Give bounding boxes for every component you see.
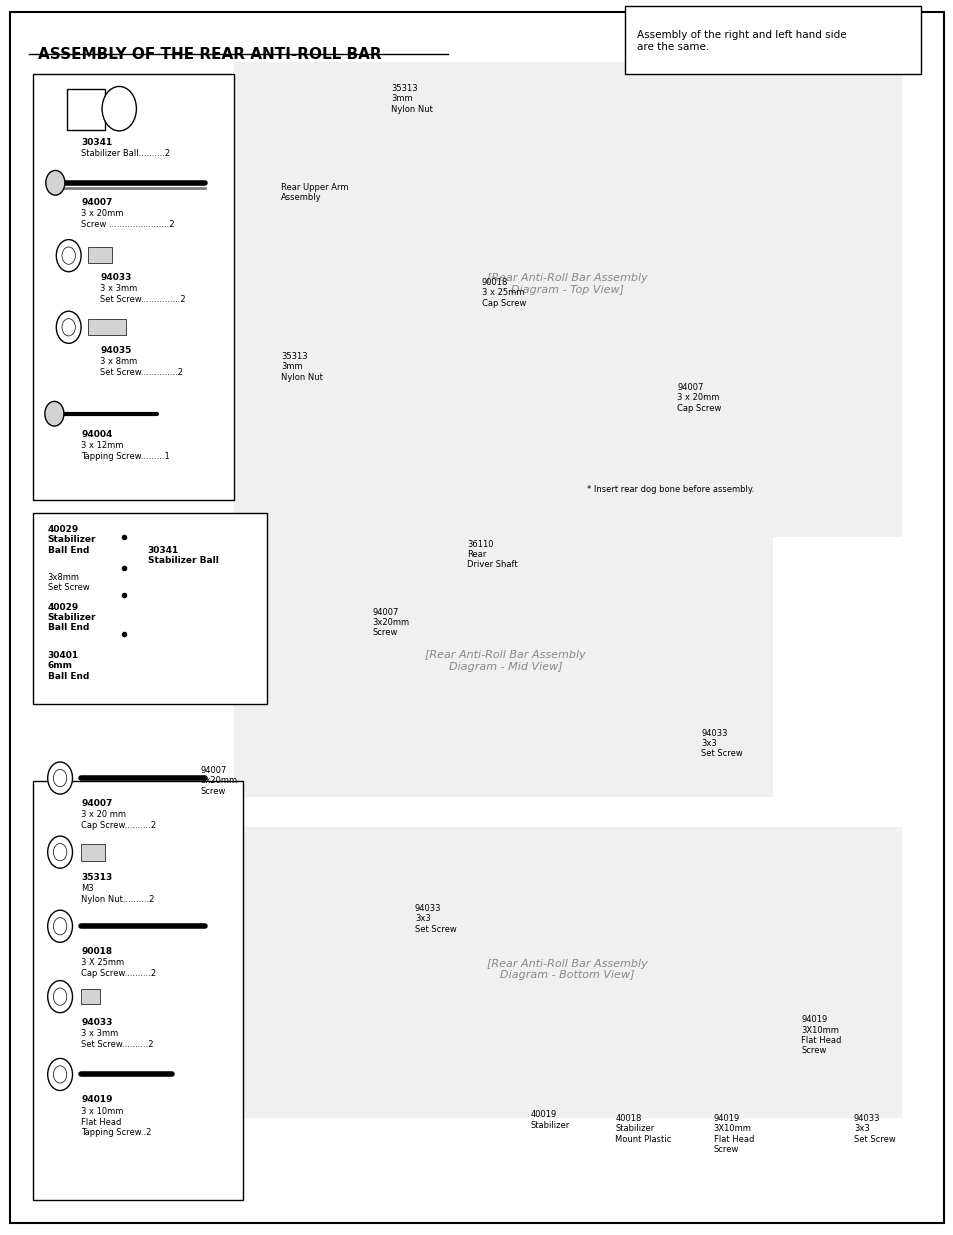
Text: Stabilizer Ball..........2: Stabilizer Ball..........2 — [81, 149, 170, 158]
Text: 3 x 20mm: 3 x 20mm — [81, 209, 123, 217]
Text: 90018: 90018 — [81, 947, 112, 956]
Text: 3 x 12mm: 3 x 12mm — [81, 441, 123, 450]
Text: Tapping Screw.........1: Tapping Screw.........1 — [81, 452, 170, 461]
Text: * Insert rear dog bone before assembly.: * Insert rear dog bone before assembly. — [586, 485, 753, 494]
Text: 94007
3x20mm
Screw: 94007 3x20mm Screw — [200, 766, 237, 795]
Text: Assembly of the right and left hand side
are the same.: Assembly of the right and left hand side… — [637, 30, 846, 52]
Text: 30341: 30341 — [81, 138, 112, 147]
Bar — [88, 247, 112, 263]
Circle shape — [53, 769, 67, 787]
Circle shape — [56, 240, 81, 272]
Bar — [88, 319, 126, 335]
Text: 3 x 10mm: 3 x 10mm — [81, 1107, 123, 1115]
Text: 35313: 35313 — [81, 873, 112, 882]
Bar — [33, 74, 233, 500]
Text: 94007
3x20mm
Screw: 94007 3x20mm Screw — [372, 608, 409, 637]
Text: 30401
6mm
Ball End: 30401 6mm Ball End — [48, 651, 89, 680]
Text: Nylon Nut..........2: Nylon Nut..........2 — [81, 895, 154, 904]
Circle shape — [48, 762, 72, 794]
Text: 40029
Stabilizer
Ball End: 40029 Stabilizer Ball End — [48, 603, 96, 632]
Text: 94007
3 x 20mm
Cap Screw: 94007 3 x 20mm Cap Screw — [677, 383, 721, 412]
Text: 94019
3X10mm
Flat Head
Screw: 94019 3X10mm Flat Head Screw — [801, 1015, 841, 1056]
Text: [Rear Anti-Roll Bar Assembly
Diagram - Bottom View]: [Rear Anti-Roll Bar Assembly Diagram - B… — [487, 958, 647, 981]
Text: M3: M3 — [81, 884, 93, 893]
Text: 94033: 94033 — [100, 273, 132, 282]
Text: [Rear Anti-Roll Bar Assembly
Diagram - Mid View]: [Rear Anti-Roll Bar Assembly Diagram - M… — [425, 650, 585, 672]
FancyBboxPatch shape — [233, 827, 901, 1118]
Text: Set Screw..............2: Set Screw..............2 — [100, 368, 183, 377]
Circle shape — [45, 401, 64, 426]
Text: 94007: 94007 — [81, 198, 112, 206]
Text: 3 X 25mm: 3 X 25mm — [81, 958, 124, 967]
FancyBboxPatch shape — [624, 6, 920, 74]
Text: 94035: 94035 — [100, 346, 132, 354]
FancyBboxPatch shape — [233, 62, 901, 537]
Text: 94033
3x3
Set Screw: 94033 3x3 Set Screw — [853, 1114, 895, 1144]
Text: 3 x 20 mm: 3 x 20 mm — [81, 810, 126, 819]
Text: 40029
Stabilizer
Ball End: 40029 Stabilizer Ball End — [48, 525, 96, 555]
Text: 30341
Stabilizer Ball: 30341 Stabilizer Ball — [148, 546, 218, 566]
Circle shape — [48, 836, 72, 868]
Text: Flat Head
Tapping Screw..2: Flat Head Tapping Screw..2 — [81, 1118, 152, 1137]
Circle shape — [102, 86, 136, 131]
Circle shape — [53, 918, 67, 935]
Text: Cap Screw..........2: Cap Screw..........2 — [81, 821, 156, 830]
Text: ASSEMBLY OF THE REAR ANTI-ROLL BAR: ASSEMBLY OF THE REAR ANTI-ROLL BAR — [38, 47, 381, 62]
Text: 3 x 3mm: 3 x 3mm — [100, 284, 137, 293]
Circle shape — [53, 1066, 67, 1083]
Bar — [81, 989, 100, 1004]
Circle shape — [48, 1058, 72, 1091]
Circle shape — [48, 981, 72, 1013]
Text: 94004: 94004 — [81, 430, 112, 438]
Circle shape — [46, 170, 65, 195]
Text: Set Screw..........2: Set Screw..........2 — [81, 1040, 153, 1049]
Text: 35313
3mm
Nylon Nut: 35313 3mm Nylon Nut — [391, 84, 433, 114]
Text: 3x8mm
Set Screw: 3x8mm Set Screw — [48, 573, 90, 593]
Text: Set Screw...............2: Set Screw...............2 — [100, 295, 186, 304]
Text: 3 x 8mm: 3 x 8mm — [100, 357, 137, 366]
Circle shape — [53, 988, 67, 1005]
Circle shape — [48, 910, 72, 942]
Circle shape — [62, 247, 75, 264]
Bar — [81, 844, 105, 861]
Text: 94019
3X10mm
Flat Head
Screw: 94019 3X10mm Flat Head Screw — [713, 1114, 753, 1155]
Bar — [67, 89, 105, 130]
Text: 40018
Stabilizer
Mount Plastic: 40018 Stabilizer Mount Plastic — [615, 1114, 671, 1144]
Text: 94033
3x3
Set Screw: 94033 3x3 Set Screw — [415, 904, 456, 934]
Text: 94019: 94019 — [81, 1095, 112, 1104]
FancyBboxPatch shape — [233, 525, 772, 797]
Text: 35313
3mm
Nylon Nut: 35313 3mm Nylon Nut — [281, 352, 323, 382]
Text: Cap Screw..........2: Cap Screw..........2 — [81, 969, 156, 978]
Circle shape — [62, 319, 75, 336]
Circle shape — [53, 844, 67, 861]
Bar — [33, 781, 243, 1200]
Text: 3 x 3mm: 3 x 3mm — [81, 1029, 118, 1037]
Text: Screw .......................2: Screw .......................2 — [81, 220, 174, 228]
Bar — [33, 513, 267, 704]
Text: Rear Upper Arm
Assembly: Rear Upper Arm Assembly — [281, 183, 349, 203]
Text: 40019
Stabilizer: 40019 Stabilizer — [530, 1110, 569, 1130]
Text: 36110
Rear
Driver Shaft: 36110 Rear Driver Shaft — [467, 540, 517, 569]
Text: 90018
3 x 25mm
Cap Screw: 90018 3 x 25mm Cap Screw — [481, 278, 526, 308]
Text: [Rear Anti-Roll Bar Assembly
Diagram - Top View]: [Rear Anti-Roll Bar Assembly Diagram - T… — [487, 273, 647, 295]
Circle shape — [56, 311, 81, 343]
Text: 94033: 94033 — [81, 1018, 112, 1026]
Text: 94033
3x3
Set Screw: 94033 3x3 Set Screw — [700, 729, 742, 758]
Text: 94007: 94007 — [81, 799, 112, 808]
